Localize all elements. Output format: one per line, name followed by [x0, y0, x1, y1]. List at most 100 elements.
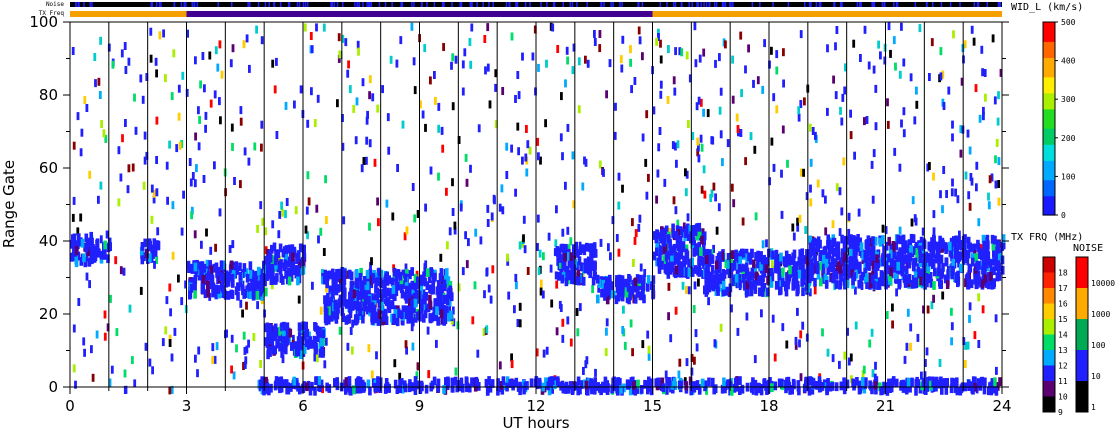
echo-band-cell — [703, 380, 708, 390]
plot-area — [70, 22, 1006, 396]
echo-band-cell — [745, 253, 749, 263]
echo-band-cell — [915, 248, 919, 257]
echo-scatter-cell — [239, 106, 243, 115]
noise-bar-tick — [834, 2, 836, 7]
echo-scatter-cell — [909, 342, 912, 351]
echo-scatter-cell — [678, 47, 682, 56]
echo-band-cell — [501, 376, 506, 386]
echo-scatter-cell — [487, 284, 491, 293]
echo-scatter-cell — [337, 54, 341, 63]
echo-band-cell — [830, 245, 834, 255]
echo-band-cell — [207, 271, 211, 281]
echo-band-cell — [359, 267, 363, 277]
echo-band-cell — [907, 239, 912, 248]
echo-scatter-cell — [214, 243, 217, 252]
echo-band-cell — [428, 300, 433, 310]
echo-band-cell — [703, 285, 707, 295]
echo-scatter-cell — [655, 195, 658, 204]
echo-band-cell — [847, 269, 852, 279]
echo-scatter-cell — [680, 48, 684, 57]
echo-band-cell — [375, 293, 380, 303]
echo-band-cell — [193, 275, 198, 284]
echo-band-cell — [939, 280, 943, 289]
echo-scatter-cell — [453, 221, 457, 230]
echo-scatter-cell — [675, 159, 678, 168]
echo-band-cell — [882, 381, 886, 391]
echo-scatter-cell — [666, 95, 670, 104]
echo-band-cell — [808, 266, 812, 276]
width-colorbar-cell — [1043, 79, 1055, 84]
echo-band-cell — [687, 258, 691, 268]
echo-band-cell — [898, 235, 902, 245]
echo-scatter-cell — [80, 128, 84, 137]
echo-band-cell — [352, 385, 356, 395]
echo-band-cell — [752, 279, 756, 289]
txfreq-colorbar-label: 15 — [1058, 315, 1068, 324]
echo-band-cell — [221, 272, 226, 282]
echo-scatter-cell — [111, 60, 115, 69]
echo-scatter-cell — [598, 30, 602, 38]
echo-scatter-cell — [667, 282, 671, 291]
echo-scatter-cell — [128, 304, 132, 313]
echo-scatter-cell — [564, 181, 567, 190]
echo-band-cell — [353, 316, 358, 326]
echo-band-9 — [652, 222, 707, 279]
noise-bar-tick — [641, 2, 644, 7]
echo-band-cell — [369, 275, 374, 285]
echo-band-cell — [678, 226, 683, 235]
echo-band-cell — [392, 313, 396, 323]
txfreq-colorbar-frame — [1042, 256, 1056, 413]
echo-band-cell — [573, 258, 578, 268]
echo-band-cell — [395, 317, 400, 327]
echo-scatter-cell — [633, 236, 637, 245]
echo-band-cell — [570, 275, 574, 285]
echo-scatter-cell — [697, 96, 701, 105]
echo-band-cell — [84, 233, 89, 243]
noise-bar-tick — [833, 2, 835, 7]
echo-band-cell — [929, 244, 934, 254]
echo-band-cell — [933, 267, 937, 277]
echo-band-cell — [376, 317, 381, 326]
echo-band-cell — [738, 386, 742, 395]
echo-band-cell — [556, 271, 561, 281]
echo-scatter-cell — [939, 190, 942, 199]
noise-bar-tick — [354, 2, 356, 7]
echo-band-cell — [784, 287, 789, 297]
echo-scatter-cell — [76, 112, 80, 121]
echo-band-cell — [998, 377, 1002, 386]
noise-bar-tick — [368, 2, 370, 7]
echo-band-cell — [936, 267, 941, 277]
echo-scatter-cell — [293, 100, 296, 109]
echo-scatter-cell — [959, 125, 963, 134]
echo-scatter-cell — [910, 218, 914, 227]
echo-scatter-cell — [177, 84, 181, 93]
echo-band-cell — [269, 335, 273, 345]
echo-scatter-cell — [528, 146, 532, 155]
echo-band-cell — [651, 275, 656, 285]
echo-scatter-cell — [211, 356, 215, 364]
echo-band-cell — [708, 271, 712, 281]
echo-scatter-cell — [849, 109, 852, 118]
echo-band-cell — [959, 240, 963, 249]
echo-band-cell — [328, 285, 332, 295]
echo-scatter-cell — [514, 95, 517, 103]
echo-scatter-cell — [303, 23, 307, 32]
echo-band-cell — [269, 276, 274, 285]
echo-scatter-cell — [180, 140, 184, 148]
echo-scatter-cell — [156, 227, 160, 236]
echo-band-cell — [615, 384, 619, 394]
echo-scatter-cell — [994, 155, 997, 164]
echo-band-cell — [858, 247, 863, 256]
echo-band-cell — [334, 315, 339, 324]
echo-band-cell — [290, 244, 295, 254]
echo-scatter-cell — [821, 189, 825, 198]
echo-band-cell — [438, 292, 443, 302]
echo-scatter-cell — [198, 115, 201, 124]
echo-band-cell — [794, 272, 798, 281]
echo-band-cell — [395, 385, 400, 394]
echo-band-cell — [361, 314, 365, 324]
echo-scatter-cell — [612, 290, 616, 299]
echo-scatter-cell — [656, 169, 660, 178]
echo-scatter-cell — [770, 137, 774, 146]
txfreq-colorbar-cell — [1043, 319, 1055, 335]
